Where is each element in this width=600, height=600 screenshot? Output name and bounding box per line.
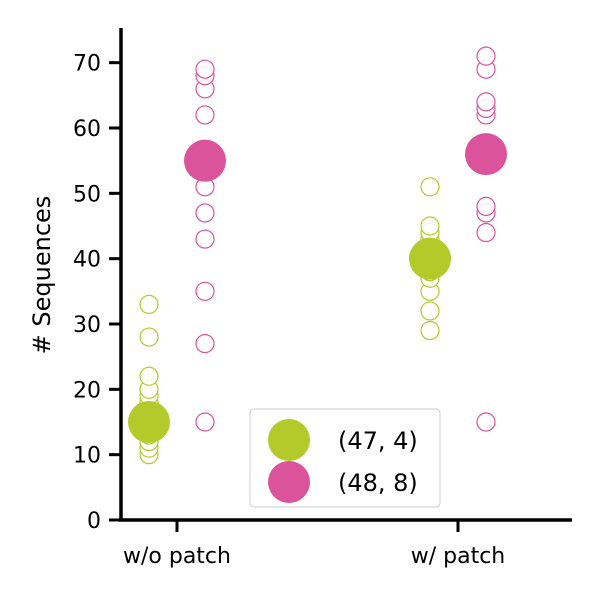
legend-marker-series-2 — [268, 461, 310, 503]
x-tick-label: w/ patch — [411, 544, 506, 569]
legend-marker-series-1 — [268, 419, 310, 461]
ticks-layer: 0 10 20 30 40 50 60 70 w/o patch w/ patch — [73, 52, 505, 569]
data-point — [195, 334, 215, 354]
data-point — [195, 59, 215, 79]
mean-point — [128, 401, 170, 443]
data-point — [476, 222, 496, 243]
data-point — [139, 294, 159, 314]
y-tick-label: 30 — [73, 313, 101, 338]
data-point — [195, 105, 215, 125]
data-point — [476, 46, 496, 66]
data-point — [195, 203, 215, 223]
y-tick-label: 60 — [73, 117, 101, 142]
legend-label-series-1: (47, 4) — [338, 427, 418, 455]
mean-point — [184, 139, 226, 182]
x-tick-label: w/o patch — [123, 544, 231, 569]
data-point — [139, 327, 159, 347]
y-tick-label: 40 — [73, 248, 101, 273]
data-point — [476, 92, 496, 112]
y-tick-label: 10 — [73, 444, 101, 469]
data-point — [195, 281, 215, 301]
data-point — [195, 412, 215, 432]
y-axis-label: # Sequences — [28, 196, 56, 355]
data-point — [420, 320, 440, 341]
y-tick-label: 0 — [87, 509, 101, 534]
data-point — [420, 177, 440, 197]
data-point — [476, 196, 496, 216]
data-point — [420, 301, 440, 321]
data-point — [420, 216, 440, 236]
axes-layer: # Sequences — [28, 28, 572, 522]
legend-label-series-2: (48, 8) — [338, 469, 418, 497]
y-tick-label: 20 — [73, 378, 101, 403]
y-tick-label: 70 — [73, 52, 101, 77]
y-tick-label: 50 — [73, 182, 101, 207]
data-point — [139, 366, 159, 386]
mean-point — [465, 133, 507, 176]
data-point — [476, 412, 496, 432]
data-point — [195, 229, 215, 249]
mean-point — [409, 237, 451, 280]
legend: (47, 4) (48, 8) — [249, 408, 441, 508]
points-layer — [128, 46, 507, 465]
